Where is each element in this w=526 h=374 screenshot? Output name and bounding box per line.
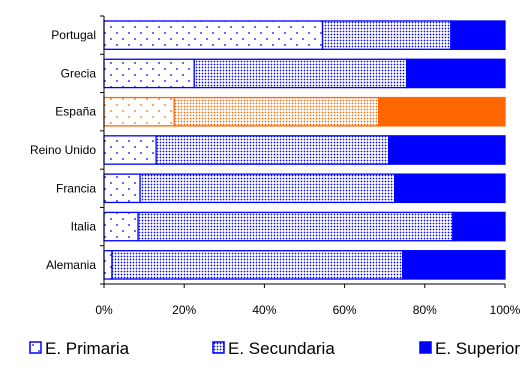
- category-label: Reino Unido: [30, 143, 96, 157]
- x-tick-label: 80%: [413, 303, 437, 317]
- legend-label: E. Primaria: [45, 339, 130, 358]
- bar-reino-unido-series-1: [155, 135, 390, 165]
- bar-grecia-series-2: [406, 58, 506, 89]
- x-tick-label: 20%: [172, 303, 196, 317]
- legend-item: E. Secundaria: [212, 339, 335, 358]
- bar-italia-series-0: [103, 211, 139, 242]
- legend-label: E. Superior: [435, 339, 520, 358]
- bar-españa-series-0: [103, 96, 175, 127]
- bar-reino-unido-series-2: [388, 135, 506, 165]
- bar-españa-series-1: [173, 96, 380, 127]
- x-tick-label: 40%: [252, 303, 276, 317]
- x-tick-label: 100%: [490, 303, 521, 317]
- category-label: Italia: [71, 220, 97, 234]
- bar-italia-series-2: [452, 211, 506, 242]
- bar-francia-series-2: [394, 173, 506, 204]
- bar-alemania-series-2: [402, 250, 506, 280]
- legend-swatch: [212, 341, 225, 354]
- legend: E. Primaria E. Secundaria E. Superior: [29, 339, 520, 358]
- x-tick-label: 60%: [333, 303, 357, 317]
- legend-item: E. Primaria: [29, 339, 130, 358]
- bar-alemania-series-0: [103, 250, 113, 280]
- legend-item: E. Superior: [419, 339, 520, 358]
- x-tick-label: 0%: [95, 303, 113, 317]
- bar-portugal-series-0: [103, 20, 324, 50]
- category-label: Portugal: [51, 28, 96, 42]
- legend-swatch: [29, 341, 42, 354]
- labels-layer: Portugal Grecia España Reino Unido Francia It…: [30, 28, 521, 317]
- axes-layer: [100, 15, 506, 288]
- legend-swatch: [419, 341, 432, 354]
- legend-label: E. Secundaria: [228, 339, 335, 358]
- bar-grecia-series-0: [103, 58, 195, 89]
- category-label: Alemania: [46, 258, 96, 272]
- bar-francia-series-0: [103, 173, 141, 204]
- bar-alemania-series-1: [111, 250, 404, 280]
- bar-grecia-series-1: [193, 58, 408, 89]
- bar-italia-series-1: [137, 211, 454, 242]
- bar-españa-series-2: [378, 96, 506, 127]
- category-label: Grecia: [61, 66, 97, 80]
- bar-portugal-series-2: [450, 20, 506, 50]
- bars-layer: [103, 20, 506, 280]
- bar-portugal-series-1: [321, 20, 452, 50]
- bar-reino-unido-series-0: [103, 135, 157, 165]
- bar-francia-series-1: [139, 173, 396, 204]
- category-label: España: [55, 105, 96, 119]
- category-label: Francia: [56, 181, 96, 195]
